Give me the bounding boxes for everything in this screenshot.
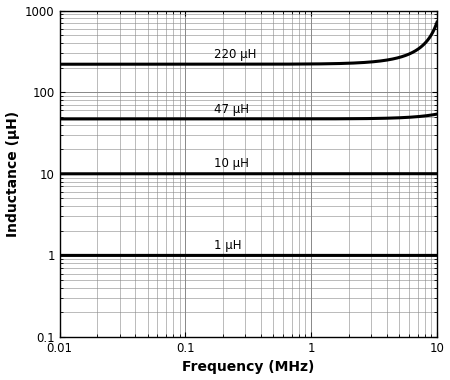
Text: 220 μH: 220 μH bbox=[214, 48, 257, 61]
Y-axis label: Inductance (μH): Inductance (μH) bbox=[5, 111, 19, 237]
Text: 10 μH: 10 μH bbox=[214, 157, 249, 171]
Text: 1 μH: 1 μH bbox=[214, 239, 242, 252]
Text: 47 μH: 47 μH bbox=[214, 103, 249, 116]
X-axis label: Frequency (MHz): Frequency (MHz) bbox=[182, 361, 315, 374]
